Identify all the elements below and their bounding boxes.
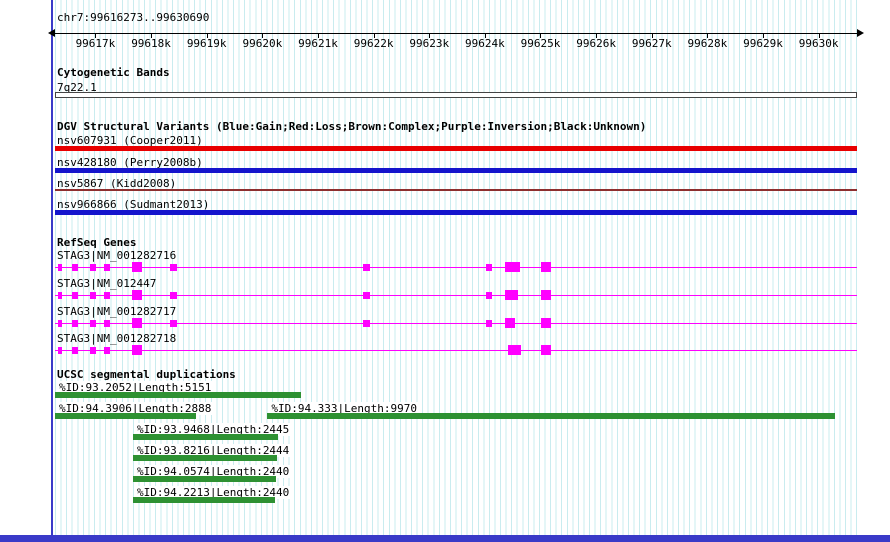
gene-exon[interactable] — [541, 318, 551, 328]
gene-exon[interactable] — [72, 264, 78, 271]
gene-exon[interactable] — [104, 347, 110, 354]
segdup-bar[interactable] — [133, 476, 276, 482]
gene-exon[interactable] — [104, 292, 110, 299]
cytoband-box — [55, 92, 857, 98]
ruler-tick-label: 99622k — [349, 37, 399, 50]
gene-exon[interactable] — [90, 320, 96, 327]
gene-label[interactable]: STAG3|NM_012447 — [57, 277, 156, 290]
gene-intron-line[interactable] — [55, 350, 857, 351]
gene-exon[interactable] — [132, 290, 142, 300]
gene-exon[interactable] — [58, 264, 62, 271]
gene-exon[interactable] — [363, 264, 370, 271]
ruler-line — [55, 33, 857, 34]
gene-exon[interactable] — [132, 345, 142, 355]
gene-exon[interactable] — [90, 292, 96, 299]
ruler-tick-label: 99628k — [682, 37, 732, 50]
gene-exon[interactable] — [72, 292, 78, 299]
ruler-tick-label: 99630k — [794, 37, 844, 50]
dgv-variant-bar[interactable] — [55, 189, 857, 191]
segdup-bar[interactable] — [55, 392, 301, 398]
refseq-track-title: RefSeq Genes — [57, 236, 136, 249]
segdup-bar[interactable] — [133, 455, 277, 461]
gene-label[interactable]: STAG3|NM_001282718 — [57, 332, 176, 345]
gene-exon[interactable] — [170, 320, 177, 327]
panel-bottom-border — [0, 535, 890, 542]
ruler-tick-label: 99625k — [515, 37, 565, 50]
segdup-bar[interactable] — [267, 413, 834, 419]
gene-exon[interactable] — [72, 347, 78, 354]
gene-exon[interactable] — [541, 262, 551, 272]
gene-exon[interactable] — [508, 345, 521, 355]
dgv-variant-bar[interactable] — [55, 146, 857, 151]
ruler-tick-label: 99617k — [70, 37, 120, 50]
dgv-variant-bar[interactable] — [55, 210, 857, 215]
gene-exon[interactable] — [58, 292, 62, 299]
ruler-tick-label: 99626k — [571, 37, 621, 50]
gene-exon[interactable] — [170, 264, 177, 271]
gene-exon[interactable] — [90, 347, 96, 354]
gene-exon[interactable] — [104, 264, 110, 271]
dgv-variant-bar[interactable] — [55, 168, 857, 173]
gene-exon[interactable] — [486, 320, 492, 327]
gene-exon[interactable] — [505, 290, 518, 300]
segdup-bar[interactable] — [133, 434, 278, 440]
gene-exon[interactable] — [170, 292, 177, 299]
gene-exon[interactable] — [90, 264, 96, 271]
ruler-tick-label: 99627k — [627, 37, 677, 50]
ruler-tick-label: 99620k — [237, 37, 287, 50]
gene-exon[interactable] — [541, 290, 551, 300]
ruler-right-arrow-icon — [857, 29, 864, 37]
gene-exon[interactable] — [505, 318, 515, 328]
segdup-bar[interactable] — [55, 413, 196, 419]
ruler-tick-label: 99621k — [293, 37, 343, 50]
ruler-tick-label: 99623k — [404, 37, 454, 50]
gene-exon[interactable] — [132, 262, 142, 272]
gene-exon[interactable] — [72, 320, 78, 327]
ruler-tick-label: 99629k — [738, 37, 788, 50]
segdup-bar[interactable] — [133, 497, 275, 503]
cytobands-track-title: Cytogenetic Bands — [57, 66, 170, 79]
gene-exon[interactable] — [486, 292, 492, 299]
ruler-tick-label: 99624k — [460, 37, 510, 50]
panel-left-border — [51, 0, 53, 535]
gene-exon[interactable] — [541, 345, 551, 355]
gene-exon[interactable] — [58, 320, 62, 327]
ruler-tick-label: 99618k — [126, 37, 176, 50]
gene-exon[interactable] — [58, 347, 62, 354]
gene-exon[interactable] — [104, 320, 110, 327]
gene-exon[interactable] — [363, 320, 370, 327]
ruler-tick-label: 99619k — [182, 37, 232, 50]
gene-label[interactable]: STAG3|NM_001282716 — [57, 249, 176, 262]
segdups-track-title: UCSC segmental duplications — [57, 368, 236, 381]
dgv-track-title: DGV Structural Variants (Blue:Gain;Red:L… — [57, 120, 646, 133]
genome-browser-panel: chr7:99616273..99630690 99617k 99618k 9961… — [0, 0, 890, 542]
gene-exon[interactable] — [505, 262, 520, 272]
gene-exon[interactable] — [486, 264, 492, 271]
region-label: chr7:99616273..99630690 — [57, 11, 209, 24]
gene-exon[interactable] — [132, 318, 142, 328]
gene-label[interactable]: STAG3|NM_001282717 — [57, 305, 176, 318]
gene-exon[interactable] — [363, 292, 370, 299]
ruler-left-arrow-icon — [48, 29, 55, 37]
